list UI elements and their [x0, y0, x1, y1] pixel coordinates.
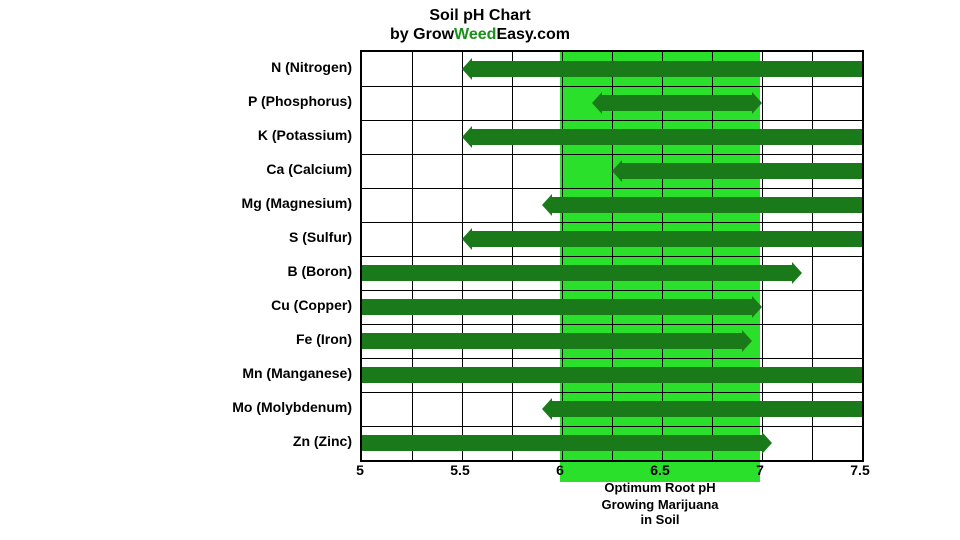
nutrient-bar	[622, 163, 862, 179]
nutrient-label: Mn (Manganese)	[192, 356, 352, 390]
nutrient-bar	[552, 197, 862, 213]
x-tick-label: 5	[340, 462, 380, 478]
nutrient-label: P (Phosphorus)	[192, 84, 352, 118]
nutrient-label: B (Boron)	[192, 254, 352, 288]
chart-subtitle: by GrowWeedEasy.com	[0, 25, 960, 44]
x-tick-label: 5.5	[440, 462, 480, 478]
nutrient-bar	[472, 61, 862, 77]
nutrient-label: N (Nitrogen)	[192, 50, 352, 84]
chart-title: Soil pH Chart	[0, 6, 960, 25]
x-tick-label: 7	[740, 462, 780, 478]
nutrient-label: Zn (Zinc)	[192, 424, 352, 458]
x-tick-label: 6.5	[640, 462, 680, 478]
nutrient-bar	[362, 265, 792, 281]
nutrient-bar	[552, 401, 862, 417]
nutrient-label: K (Potassium)	[192, 118, 352, 152]
nutrient-label: Mg (Magnesium)	[192, 186, 352, 220]
nutrient-bar	[362, 435, 762, 451]
nutrient-label: Ca (Calcium)	[192, 152, 352, 186]
nutrient-bar	[472, 231, 862, 247]
nutrient-label: Mo (Molybdenum)	[192, 390, 352, 424]
nutrient-bar	[362, 333, 742, 349]
nutrient-bar	[602, 95, 752, 111]
soil-ph-chart	[360, 50, 864, 462]
nutrient-bar	[362, 299, 752, 315]
nutrient-label: S (Sulfur)	[192, 220, 352, 254]
nutrient-bar	[472, 129, 862, 145]
nutrient-bar	[362, 367, 862, 383]
x-tick-label: 6	[540, 462, 580, 478]
x-tick-label: 7.5	[840, 462, 880, 478]
nutrient-label: Cu (Copper)	[192, 288, 352, 322]
caption: Growing Marijuanain Soil	[560, 497, 760, 527]
optimum-label: Optimum Root pH	[560, 480, 760, 495]
nutrient-label: Fe (Iron)	[192, 322, 352, 356]
